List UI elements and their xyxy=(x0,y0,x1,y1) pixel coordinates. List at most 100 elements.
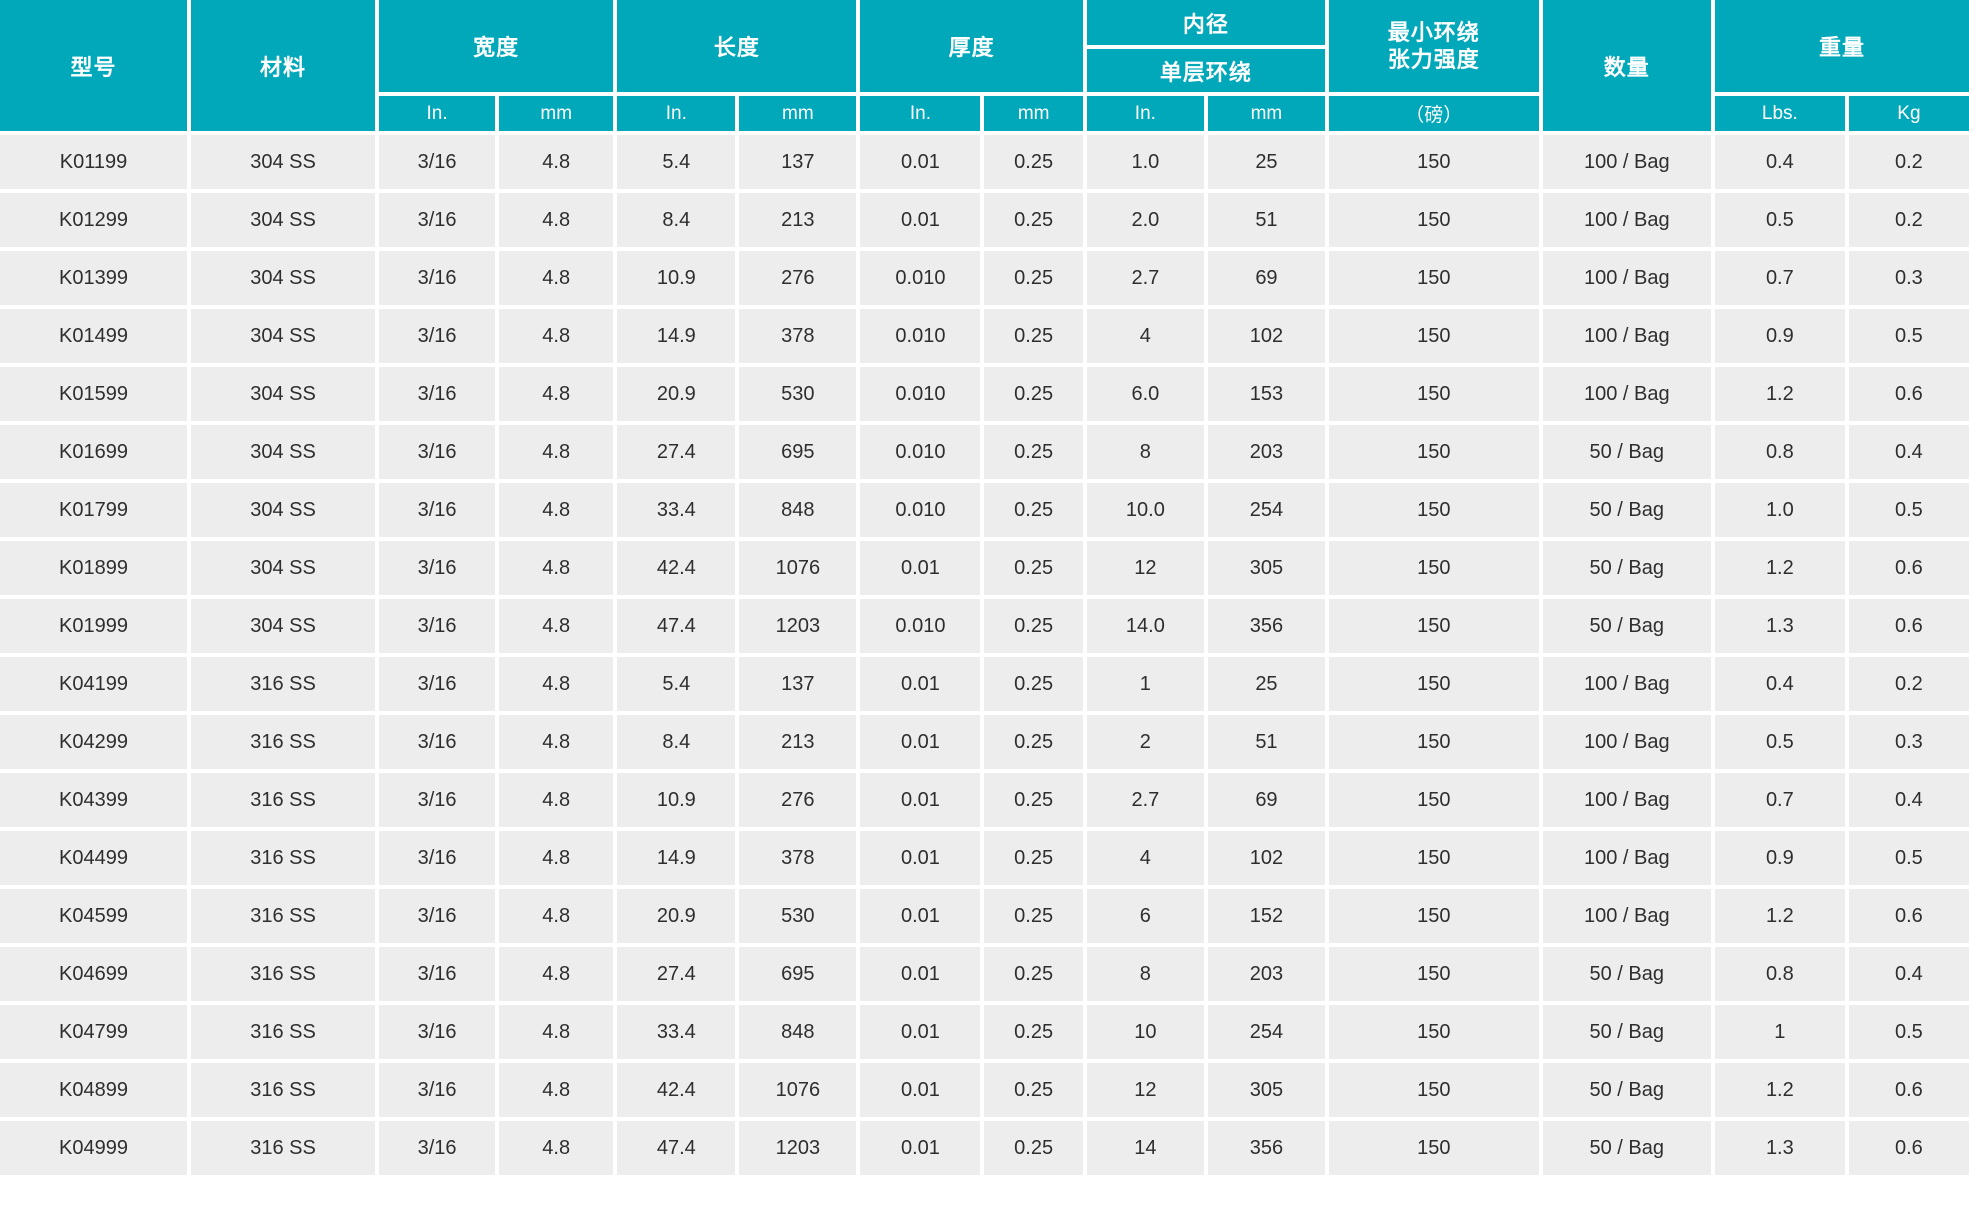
table-cell: 3/16 xyxy=(377,423,500,483)
table-cell: 2 xyxy=(1084,713,1208,773)
table-cell: K01999 xyxy=(0,597,192,657)
table-cell: 4.8 xyxy=(497,191,618,251)
table-cell: 4.8 xyxy=(497,887,618,947)
table-cell: K04699 xyxy=(0,945,192,1005)
table-cell: K04599 xyxy=(0,887,192,947)
table-cell: 254 xyxy=(1205,1003,1329,1063)
table-cell: 3/16 xyxy=(377,597,500,657)
table-cell: 6 xyxy=(1084,887,1208,947)
table-cell: 12 xyxy=(1084,1061,1208,1121)
table-cell: 304 SS xyxy=(189,249,380,309)
header-inner-diameter: 内径 xyxy=(1084,0,1329,49)
table-cell: 203 xyxy=(1205,423,1329,483)
table-row: K04799 316 SS 3/16 4.8 33.4 848 0.01 0.25 10 254 1… xyxy=(0,1003,1969,1063)
table-cell: 378 xyxy=(737,307,861,367)
table-cell: 10.9 xyxy=(615,771,740,831)
header-thickness-unit-mm: mm xyxy=(982,94,1087,135)
table-cell: 0.5 xyxy=(1846,829,1969,889)
table-cell: 3/16 xyxy=(377,249,500,309)
table-cell: 150 xyxy=(1326,945,1543,1005)
table-cell: K04399 xyxy=(0,771,192,831)
header-diameter-unit-mm: mm xyxy=(1205,94,1329,135)
table-cell: 316 SS xyxy=(189,887,380,947)
table-cell: 0.01 xyxy=(858,1003,985,1063)
table-cell: 3/16 xyxy=(377,771,500,831)
table-row: K04699 316 SS 3/16 4.8 27.4 695 0.01 0.25 8 203 15… xyxy=(0,945,1969,1005)
table-cell: 102 xyxy=(1205,829,1329,889)
table-cell: 3/16 xyxy=(377,191,500,251)
table-cell: 0.5 xyxy=(1846,1003,1969,1063)
table-cell: 3/16 xyxy=(377,945,500,1005)
table-cell: 0.25 xyxy=(982,249,1087,309)
table-cell: 51 xyxy=(1205,713,1329,773)
table-cell: 51 xyxy=(1205,191,1329,251)
table-cell: K01499 xyxy=(0,307,192,367)
table-cell: 0.010 xyxy=(858,423,985,483)
table-cell: 0.4 xyxy=(1846,945,1969,1005)
header-strength-unit: （磅） xyxy=(1326,94,1543,135)
table-cell: 12 xyxy=(1084,539,1208,599)
table-cell: 150 xyxy=(1326,597,1543,657)
table-cell: 0.25 xyxy=(982,655,1087,715)
table-cell: 50 / Bag xyxy=(1540,423,1715,483)
table-row: K01499 304 SS 3/16 4.8 14.9 378 0.010 0.25 4 102 1… xyxy=(0,307,1969,367)
header-length: 长度 xyxy=(615,0,861,96)
table-cell: 150 xyxy=(1326,713,1543,773)
table-cell: 0.010 xyxy=(858,249,985,309)
table-cell: 14.9 xyxy=(615,307,740,367)
table-cell: 0.6 xyxy=(1846,597,1969,657)
table-cell: 0.6 xyxy=(1846,539,1969,599)
table-cell: 3/16 xyxy=(377,307,500,367)
table-cell: 20.9 xyxy=(615,365,740,425)
table-cell: 1.2 xyxy=(1712,365,1849,425)
table-cell: 8 xyxy=(1084,945,1208,1005)
table-cell: 100 / Bag xyxy=(1540,307,1715,367)
table-cell: 0.3 xyxy=(1846,249,1969,309)
table-cell: 150 xyxy=(1326,481,1543,541)
table-cell: 4.8 xyxy=(497,713,618,773)
table-cell: 3/16 xyxy=(377,1119,500,1179)
table-cell: 0.25 xyxy=(982,597,1087,657)
table-cell: 0.9 xyxy=(1712,307,1849,367)
table-row: K04899 316 SS 3/16 4.8 42.4 1076 0.01 0.25 12 305… xyxy=(0,1061,1969,1121)
table-cell: K04499 xyxy=(0,829,192,889)
table-cell: 0.6 xyxy=(1846,1119,1969,1179)
table-cell: 1.0 xyxy=(1084,133,1208,193)
table-cell: K01399 xyxy=(0,249,192,309)
table-row: K04299 316 SS 3/16 4.8 8.4 213 0.01 0.25 2 51 150 1… xyxy=(0,713,1969,773)
table-cell: 0.8 xyxy=(1712,945,1849,1005)
table-cell: K01299 xyxy=(0,191,192,251)
table-cell: 14 xyxy=(1084,1119,1208,1179)
table-cell: 316 SS xyxy=(189,829,380,889)
table-cell: 316 SS xyxy=(189,713,380,773)
table-cell: 0.6 xyxy=(1846,1061,1969,1121)
table-cell: 203 xyxy=(1205,945,1329,1005)
table-cell: 10.9 xyxy=(615,249,740,309)
table-cell: 4.8 xyxy=(497,539,618,599)
table-cell: 0.01 xyxy=(858,1061,985,1121)
table-cell: 100 / Bag xyxy=(1540,771,1715,831)
table-cell: 304 SS xyxy=(189,133,380,193)
header-thickness: 厚度 xyxy=(858,0,1087,96)
table-cell: 0.25 xyxy=(982,307,1087,367)
header-width-unit-in: In. xyxy=(377,94,500,135)
table-cell: 100 / Bag xyxy=(1540,249,1715,309)
table-cell: 0.25 xyxy=(982,539,1087,599)
table-cell: 378 xyxy=(737,829,861,889)
header-thickness-unit-in: In. xyxy=(858,94,985,135)
table-cell: 102 xyxy=(1205,307,1329,367)
table-cell: 4.8 xyxy=(497,481,618,541)
table-cell: 4 xyxy=(1084,307,1208,367)
table-cell: 3/16 xyxy=(377,133,500,193)
table-cell: 0.2 xyxy=(1846,191,1969,251)
table-cell: K01899 xyxy=(0,539,192,599)
table-cell: K04199 xyxy=(0,655,192,715)
table-cell: K04899 xyxy=(0,1061,192,1121)
table-cell: 8 xyxy=(1084,423,1208,483)
table-row: K01299 304 SS 3/16 4.8 8.4 213 0.01 0.25 2.0 51 15… xyxy=(0,191,1969,251)
table-cell: 33.4 xyxy=(615,1003,740,1063)
table-cell: 150 xyxy=(1326,191,1543,251)
table-cell: 50 / Bag xyxy=(1540,1003,1715,1063)
table-cell: 50 / Bag xyxy=(1540,539,1715,599)
table-cell: 150 xyxy=(1326,1119,1543,1179)
